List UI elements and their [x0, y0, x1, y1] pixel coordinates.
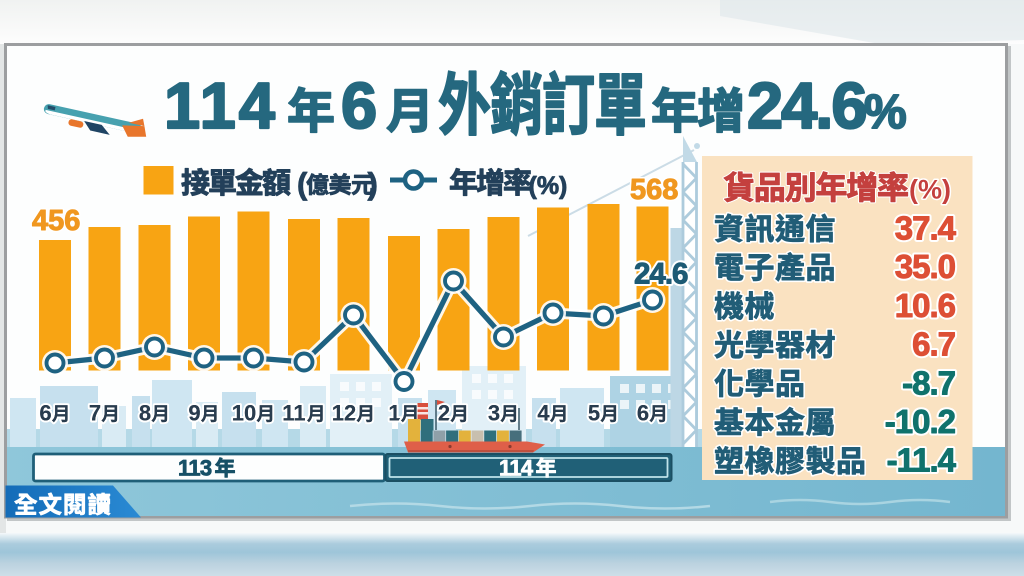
svg-text:12: 12 [332, 401, 356, 426]
svg-text:568: 568 [630, 174, 678, 206]
svg-text:): ) [368, 166, 378, 201]
svg-text:456: 456 [32, 205, 80, 237]
svg-text:456: 456 [32, 205, 80, 237]
svg-text:11: 11 [282, 401, 305, 426]
svg-text:%: % [864, 86, 907, 139]
svg-text:24.6: 24.6 [634, 258, 688, 291]
svg-text:37.4: 37.4 [895, 210, 957, 247]
svg-text:(%): (%) [529, 172, 568, 200]
svg-text:24.6: 24.6 [634, 258, 688, 291]
svg-text:5: 5 [588, 401, 600, 426]
svg-text:9: 9 [188, 401, 200, 426]
svg-text:6: 6 [637, 401, 649, 426]
svg-text:6: 6 [637, 401, 649, 426]
svg-text:-11.4: -11.4 [887, 442, 957, 479]
svg-text:-10.2: -10.2 [885, 403, 956, 440]
svg-text:1: 1 [388, 401, 400, 426]
svg-text:(%): (%) [909, 175, 951, 205]
svg-text:24.6: 24.6 [747, 69, 866, 142]
svg-text:5: 5 [588, 401, 600, 426]
svg-text:-8.7: -8.7 [902, 364, 955, 401]
svg-text:35.0: 35.0 [895, 248, 955, 285]
svg-text:2: 2 [438, 401, 450, 426]
svg-text:8: 8 [139, 401, 151, 426]
svg-text:6: 6 [39, 401, 51, 426]
svg-text:37.4: 37.4 [895, 210, 957, 247]
svg-text:1: 1 [388, 401, 400, 426]
svg-text:10: 10 [232, 401, 256, 426]
svg-text:10.6: 10.6 [895, 287, 956, 324]
svg-text:(: ( [297, 166, 308, 201]
svg-text:568: 568 [630, 174, 678, 206]
svg-text:3: 3 [488, 401, 500, 426]
svg-text:12: 12 [332, 401, 356, 426]
svg-text:3: 3 [488, 401, 500, 426]
svg-text:10.6: 10.6 [895, 287, 956, 324]
svg-text:6.7: 6.7 [912, 326, 955, 363]
svg-text:2: 2 [438, 401, 450, 426]
svg-text:10: 10 [232, 401, 256, 426]
svg-text:113: 113 [178, 456, 212, 481]
svg-text:11: 11 [282, 401, 305, 426]
svg-text:-8.7: -8.7 [902, 364, 955, 401]
svg-text:4: 4 [537, 401, 550, 426]
svg-text:35.0: 35.0 [895, 248, 955, 285]
svg-text:7: 7 [89, 401, 101, 426]
svg-text:9: 9 [188, 401, 200, 426]
svg-text:-10.2: -10.2 [885, 403, 956, 440]
svg-text:7: 7 [89, 401, 101, 426]
svg-text:6: 6 [341, 69, 377, 142]
svg-text:114: 114 [164, 69, 278, 142]
svg-text:114: 114 [499, 456, 534, 481]
svg-text:6.7: 6.7 [912, 326, 955, 363]
svg-text:-11.4: -11.4 [887, 442, 957, 479]
svg-text:8: 8 [139, 401, 151, 426]
svg-text:6: 6 [39, 401, 51, 426]
